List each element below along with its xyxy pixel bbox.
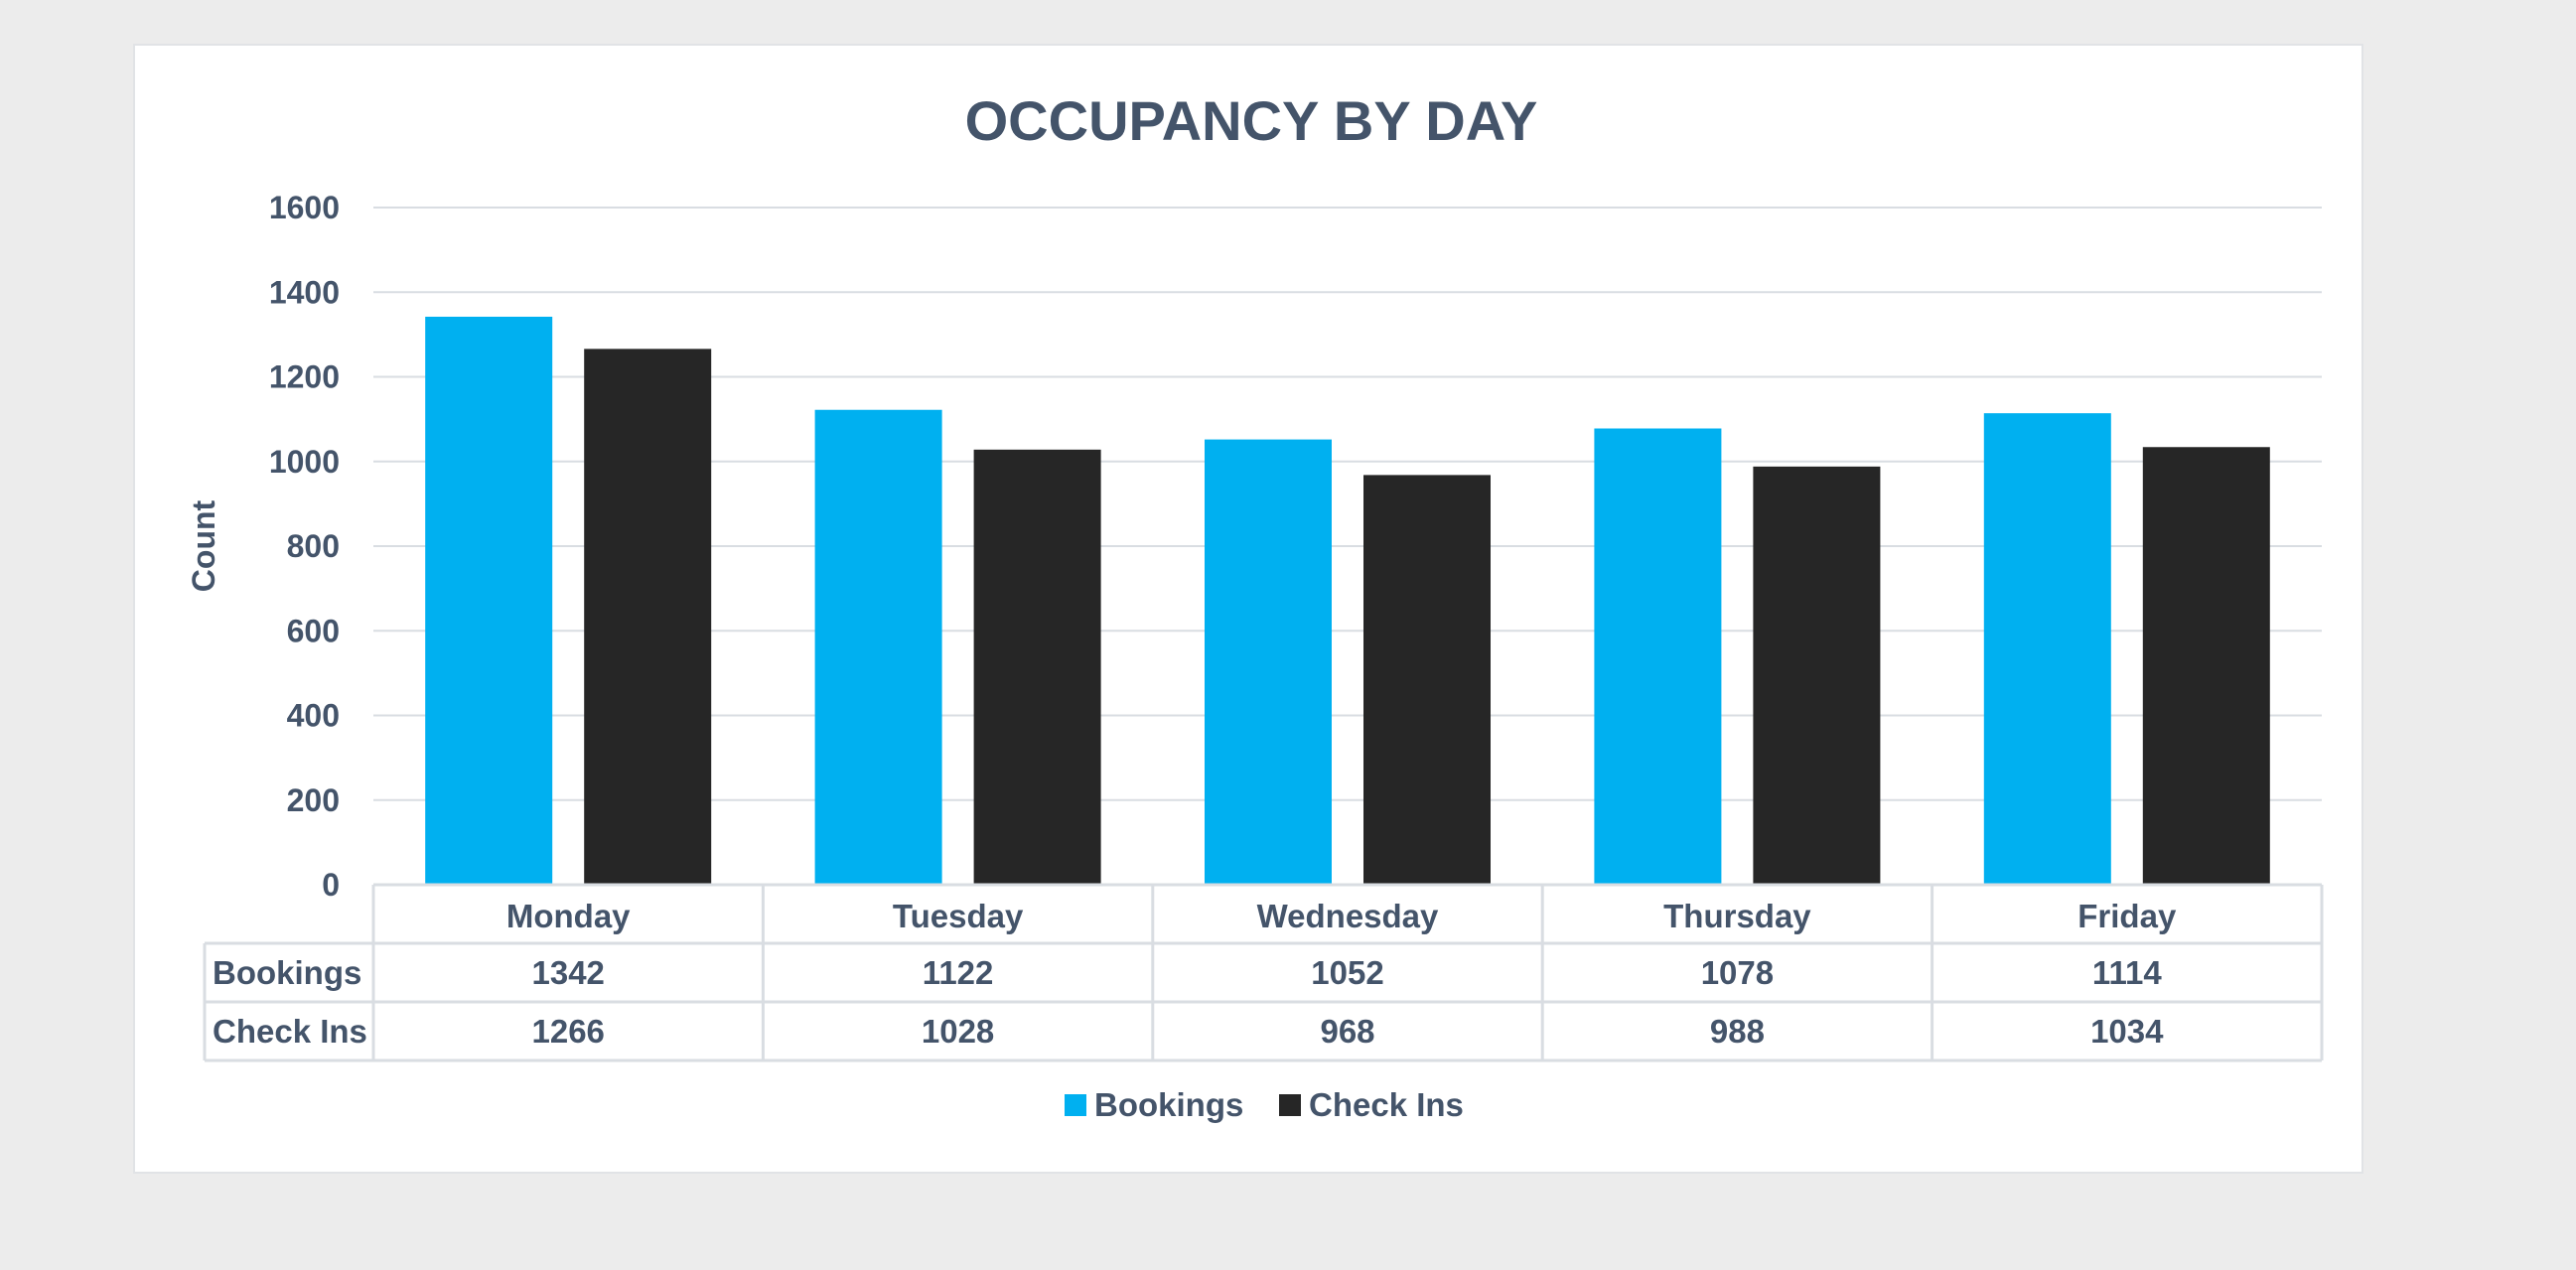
bar-bookings-monday xyxy=(425,316,553,885)
bar-bookings-thursday xyxy=(1594,428,1722,885)
y-axis-label: Count xyxy=(186,499,221,592)
bar-check-ins-thursday xyxy=(1753,466,1881,885)
y-tick-label: 1200 xyxy=(269,359,340,395)
bar-check-ins-friday xyxy=(2142,447,2270,885)
table-cell-value: 968 xyxy=(1320,1013,1374,1050)
chart-title: OCCUPANCY BY DAY xyxy=(965,89,1538,152)
y-tick-label: 0 xyxy=(322,867,340,903)
bar-check-ins-wednesday xyxy=(1363,475,1491,885)
table-cell-value: 1114 xyxy=(2092,954,2162,991)
table-cell-value: 1122 xyxy=(923,954,994,991)
table-cell-value: 1342 xyxy=(531,954,604,991)
bar-bookings-tuesday xyxy=(814,409,942,885)
chart-card: 0 200 400 600 800 1000 1200 1400 1600 Monday Tues… xyxy=(133,44,2363,1174)
occupancy-chart: 0 200 400 600 800 1000 1200 1400 1600 Monday Tues… xyxy=(186,89,2324,1123)
y-tick-label: 200 xyxy=(287,782,340,818)
y-tick-label: 400 xyxy=(287,698,340,734)
category-label: Tuesday xyxy=(893,898,1024,934)
y-tick-label: 800 xyxy=(287,528,340,564)
bar-bookings-friday xyxy=(1983,413,2111,885)
legend-label: Bookings xyxy=(1094,1086,1243,1123)
legend-label: Check Ins xyxy=(1309,1086,1464,1123)
y-tick-label: 600 xyxy=(287,613,340,648)
category-label: Thursday xyxy=(1663,898,1811,934)
y-tick-label: 1000 xyxy=(269,444,340,480)
y-tick-label: 1600 xyxy=(269,190,340,225)
legend: Bookings Check Ins xyxy=(1065,1086,1464,1123)
legend-swatch xyxy=(1279,1094,1301,1116)
table-cell-value: 1034 xyxy=(2090,1013,2164,1050)
bars xyxy=(425,316,2270,885)
table-row-label: Bookings xyxy=(213,954,361,991)
y-tick-label: 1400 xyxy=(269,274,340,310)
table-cell-value: 1052 xyxy=(1311,954,1383,991)
bar-bookings-wednesday xyxy=(1205,439,1332,885)
table-cell-value: 1028 xyxy=(922,1013,994,1050)
category-label: Friday xyxy=(2077,898,2177,934)
category-label: Monday xyxy=(506,898,631,934)
category-label: Wednesday xyxy=(1257,898,1439,934)
bar-check-ins-tuesday xyxy=(973,449,1101,885)
legend-swatch xyxy=(1065,1094,1086,1116)
table-cell-value: 1078 xyxy=(1701,954,1774,991)
table-cell-value: 1266 xyxy=(531,1013,604,1050)
data-table: Monday Tuesday Wednesday Thursday Friday Book… xyxy=(203,883,2324,1062)
table-cell-value: 988 xyxy=(1710,1013,1765,1050)
y-axis-ticks: 0 200 400 600 800 1000 1200 1400 1600 xyxy=(269,190,340,903)
bar-check-ins-monday xyxy=(584,349,712,885)
table-row-label: Check Ins xyxy=(213,1013,367,1050)
